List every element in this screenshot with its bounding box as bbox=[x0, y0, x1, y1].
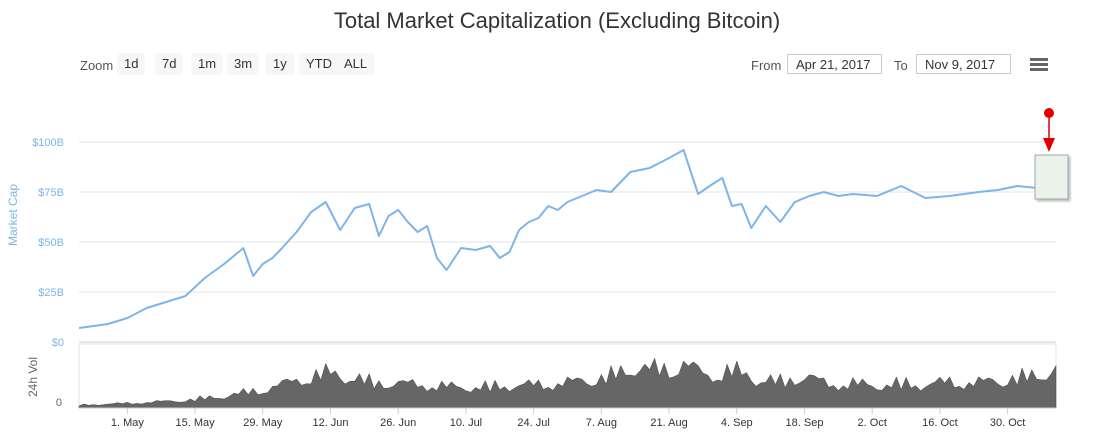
y-tick-label: $100B bbox=[32, 137, 64, 149]
x-tick-label: 21. Aug bbox=[650, 417, 687, 429]
x-tick-label: 16. Oct bbox=[922, 417, 957, 429]
hamburger-menu-icon[interactable] bbox=[1030, 58, 1048, 72]
x-tick-label: 26. Jun bbox=[380, 417, 416, 429]
zoom-all-button[interactable]: ALL bbox=[337, 53, 375, 75]
zoom-7d-button[interactable]: 7d bbox=[155, 53, 184, 75]
volume-zero-label: 0 bbox=[56, 397, 62, 409]
x-tick-label: 4. Sep bbox=[721, 417, 753, 429]
marker-arrow-head bbox=[1043, 138, 1055, 152]
x-tick-label: 18. Sep bbox=[786, 417, 824, 429]
zoom-1y-button[interactable]: 1y bbox=[266, 53, 294, 75]
y-tick-label: $0 bbox=[52, 337, 64, 349]
chart-title: Total Market Capitalization (Excluding B… bbox=[333, 8, 781, 33]
highlight-box bbox=[1034, 154, 1069, 200]
from-label: From bbox=[751, 58, 782, 73]
y-axis-label: Market Cap bbox=[6, 184, 20, 246]
zoom-1m-button[interactable]: 1m bbox=[191, 53, 224, 75]
market-cap-line bbox=[78, 149, 1057, 329]
marker-dot bbox=[1044, 108, 1054, 118]
x-tick-label: 15. May bbox=[176, 417, 216, 429]
x-tick-label: 29. May bbox=[243, 417, 283, 429]
volume-axis-label: 24h Vol bbox=[26, 357, 40, 397]
x-tick-label: 12. Jun bbox=[312, 417, 348, 429]
zoom-3m-button[interactable]: 3m bbox=[227, 53, 260, 75]
zoom-ytd-button[interactable]: YTD bbox=[299, 53, 339, 75]
y-axis-ticks: $0 $25B $50B $75B $100B bbox=[32, 137, 64, 349]
zoom-label: Zoom bbox=[80, 58, 114, 73]
y-tick-label: $25B bbox=[38, 287, 64, 299]
to-label: To bbox=[894, 58, 908, 73]
red-marker-arrow-annotation bbox=[1043, 108, 1055, 152]
y-tick-label: $50B bbox=[38, 237, 64, 249]
x-axis-ticks: 1. May 15. May 29. May 12. Jun 26. Jun 10. Ju… bbox=[111, 408, 1025, 429]
x-tick-label: 30. Oct bbox=[990, 417, 1025, 429]
volume-navigator[interactable]: 24h Vol 0 bbox=[26, 343, 1057, 409]
x-tick-label: 2. Oct bbox=[858, 417, 887, 429]
x-tick-label: 10. Jul bbox=[450, 417, 482, 429]
volume-area bbox=[78, 357, 1057, 409]
to-date-input[interactable]: Nov 9, 2017 bbox=[916, 54, 1011, 74]
y-tick-label: $75B bbox=[38, 187, 64, 199]
x-tick-label: 7. Aug bbox=[586, 417, 617, 429]
grid-lines bbox=[79, 141, 1056, 343]
from-date-input[interactable]: Apr 21, 2017 bbox=[787, 54, 882, 74]
x-tick-label: 1. May bbox=[111, 417, 145, 429]
zoom-1d-button[interactable]: 1d bbox=[117, 53, 146, 75]
x-tick-label: 24. Jul bbox=[517, 417, 549, 429]
